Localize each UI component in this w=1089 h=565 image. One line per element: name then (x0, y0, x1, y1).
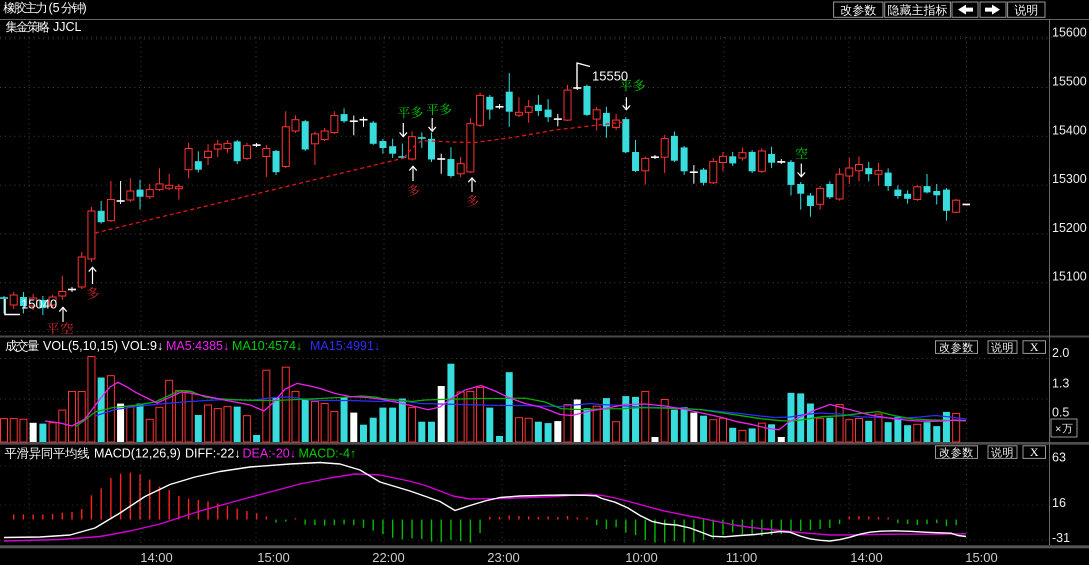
svg-text:MA5:4385↓: MA5:4385↓ (166, 339, 229, 353)
svg-text:16: 16 (1052, 496, 1066, 510)
svg-text:15400: 15400 (1052, 124, 1087, 138)
svg-text:15040: 15040 (21, 297, 57, 312)
svg-text:14:00: 14:00 (850, 550, 883, 565)
svg-text:0.5: 0.5 (1052, 405, 1069, 419)
svg-text:JJCL: JJCL (53, 20, 82, 34)
svg-text:15:00: 15:00 (257, 550, 290, 565)
svg-text:15200: 15200 (1052, 221, 1087, 235)
svg-text:×: × (1055, 424, 1061, 436)
svg-text:X: X (1030, 340, 1039, 354)
svg-text:MA10:4574↓: MA10:4574↓ (232, 339, 302, 353)
svg-text:15600: 15600 (1052, 26, 1087, 40)
svg-text:(5: (5 (49, 1, 60, 15)
svg-text:23:00: 23:00 (487, 550, 520, 565)
svg-text:15500: 15500 (1052, 75, 1087, 89)
svg-text:): ) (83, 1, 87, 15)
svg-text:DEA:-20↓: DEA:-20↓ (243, 447, 297, 461)
svg-text:1.3: 1.3 (1052, 376, 1069, 390)
svg-text:MACD:-4↑: MACD:-4↑ (299, 447, 357, 461)
svg-text:15550: 15550 (592, 69, 628, 84)
svg-text:2.0: 2.0 (1052, 346, 1069, 360)
svg-text:X: X (1030, 445, 1039, 459)
svg-text:MA15:4991↓: MA15:4991↓ (310, 339, 380, 353)
svg-text:DIFF:-22↓: DIFF:-22↓ (185, 447, 241, 461)
svg-text:15:00: 15:00 (965, 550, 998, 565)
svg-text:15300: 15300 (1052, 172, 1087, 186)
svg-text:63: 63 (1052, 451, 1066, 465)
svg-text:10:00: 10:00 (625, 550, 658, 565)
svg-text:22:00: 22:00 (372, 550, 405, 565)
svg-text:-31: -31 (1052, 531, 1070, 545)
svg-text:MACD(12,26,9): MACD(12,26,9) (94, 447, 181, 461)
svg-text:15100: 15100 (1052, 270, 1087, 284)
svg-text:14:00: 14:00 (140, 550, 173, 565)
svg-text:VOL(5,10,15) VOL:9↓: VOL(5,10,15) VOL:9↓ (43, 339, 163, 353)
svg-text:11:00: 11:00 (726, 550, 758, 565)
